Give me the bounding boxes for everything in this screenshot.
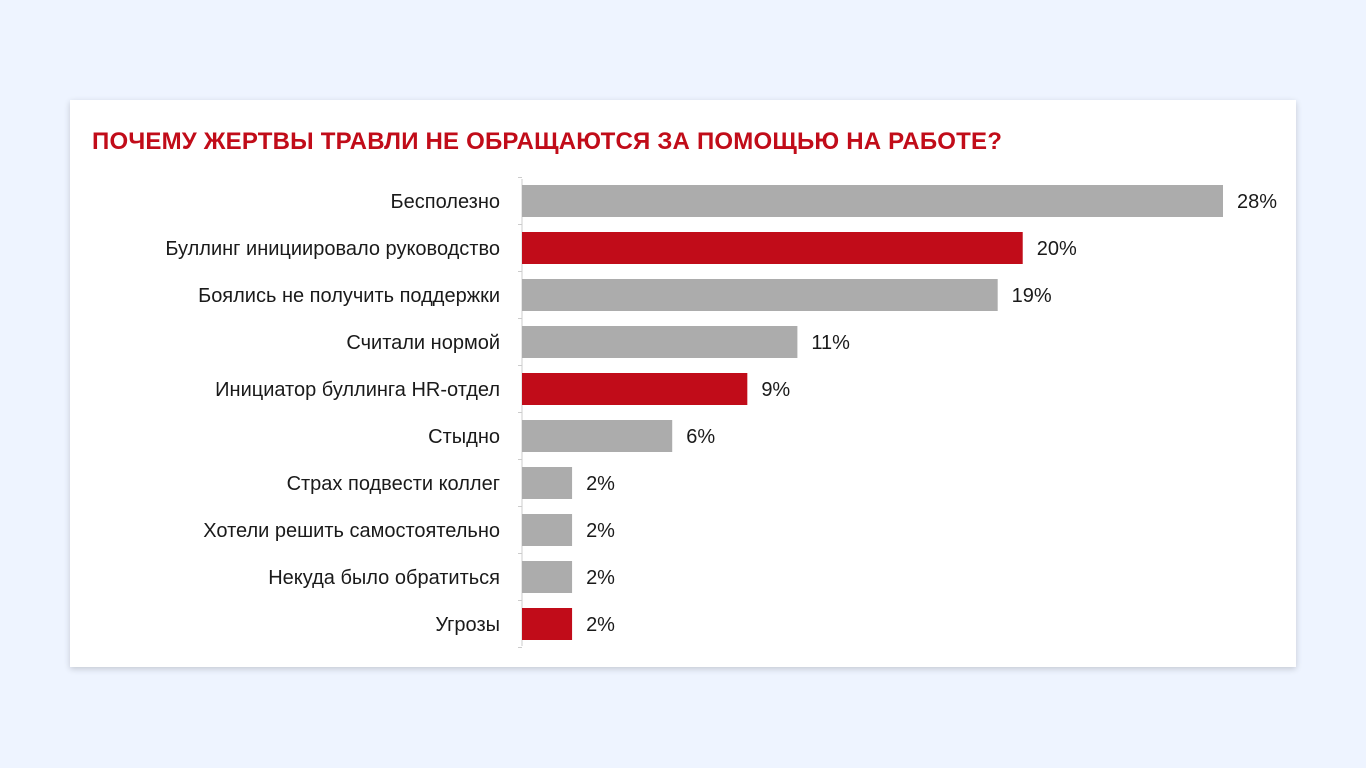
value-label: 2% [586, 614, 615, 636]
bar [522, 373, 748, 405]
bar [522, 232, 1023, 264]
category-label: Угрозы [435, 614, 500, 636]
value-label: 9% [761, 379, 790, 401]
category-label: Инициатор буллинга HR-отдел [215, 379, 500, 401]
bar [522, 514, 573, 546]
bar [522, 326, 798, 358]
category-label: Страх подвести коллег [287, 473, 500, 495]
category-label: Стыдно [428, 426, 500, 448]
bar [522, 608, 573, 640]
value-label: 6% [686, 426, 715, 448]
value-label: 2% [586, 520, 615, 542]
value-label: 2% [586, 473, 615, 495]
value-label: 11% [811, 332, 850, 354]
category-label: Считали нормой [346, 332, 500, 354]
chart-card: ПОЧЕМУ ЖЕРТВЫ ТРАВЛИ НЕ ОБРАЩАЮТСЯ ЗА ПО… [70, 100, 1296, 667]
bar [522, 467, 573, 499]
value-label: 2% [586, 567, 615, 589]
bar [522, 185, 1223, 217]
bar-chart: Бесполезно 28% Буллинг инициировало руково… [165, 177, 1277, 648]
value-label: 28% [1237, 191, 1277, 213]
category-label: Хотели решить самостоятельно [203, 520, 500, 542]
bar [522, 279, 998, 311]
category-label: Некуда было обратиться [268, 567, 500, 589]
value-label: 20% [1037, 238, 1077, 260]
bar [522, 420, 673, 452]
category-label: Бесполезно [391, 191, 500, 213]
chart-title: ПОЧЕМУ ЖЕРТВЫ ТРАВЛИ НЕ ОБРАЩАЮТСЯ ЗА ПО… [92, 128, 1003, 155]
category-label: Буллинг инициировало руководство [165, 238, 500, 260]
bar [522, 561, 573, 593]
value-label: 19% [1012, 285, 1052, 307]
category-label: Боялись не получить поддержки [198, 285, 500, 307]
